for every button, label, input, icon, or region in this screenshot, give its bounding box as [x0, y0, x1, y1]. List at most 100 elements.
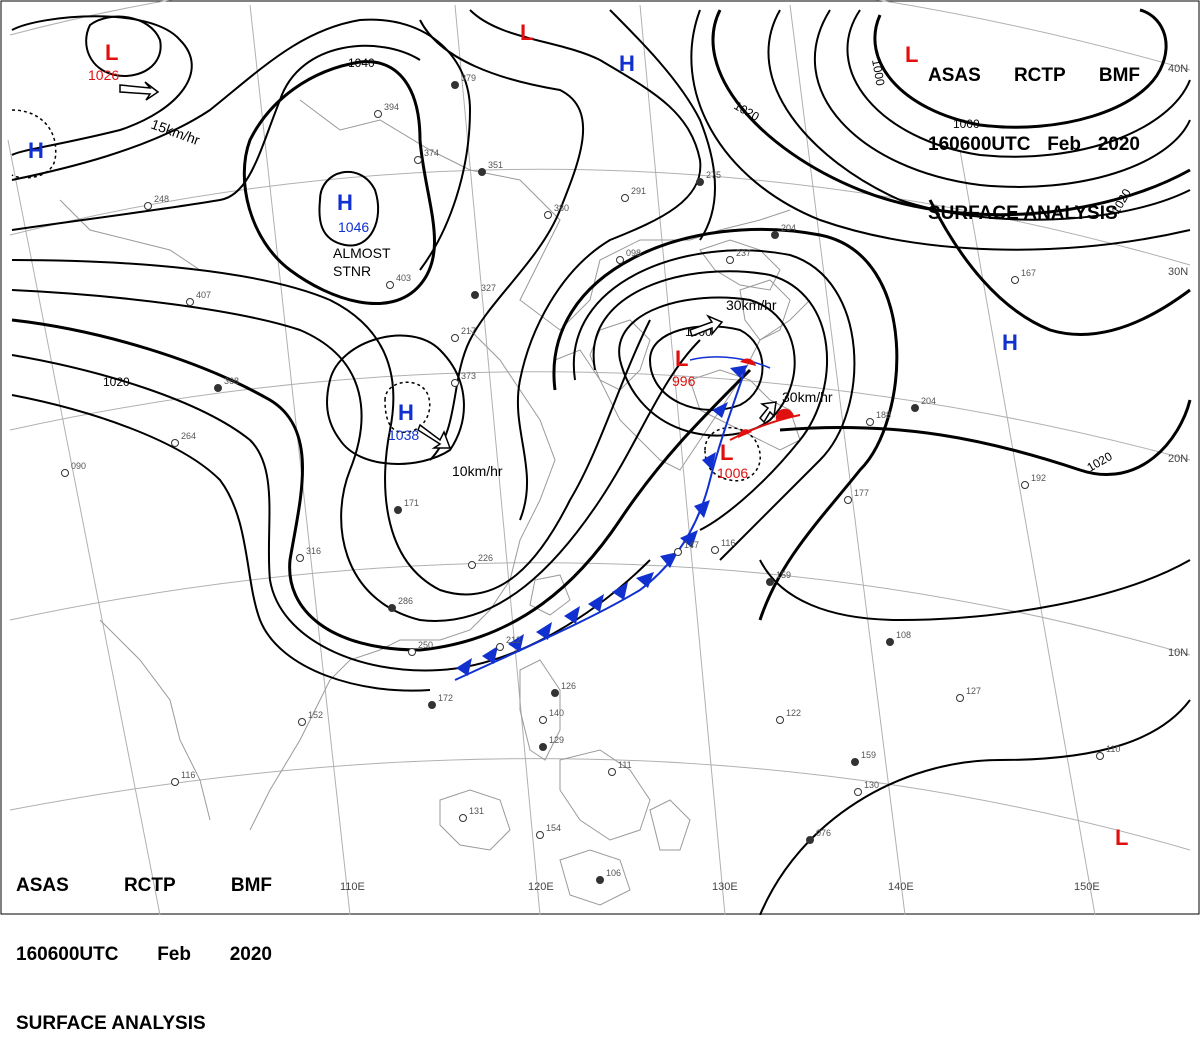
- isobar-label: 1000: [869, 58, 887, 87]
- station-pressure: 212: [506, 635, 521, 645]
- station-circle: [298, 718, 306, 726]
- isobar-1020: [11, 318, 752, 652]
- isobar: [11, 394, 431, 692]
- station-pressure: 108: [896, 630, 911, 640]
- station-circle: [451, 379, 459, 387]
- year: 2020: [229, 944, 272, 965]
- lon-label: 130E: [712, 881, 738, 893]
- isobar-dashed: [384, 381, 431, 433]
- station-pressure: 327: [481, 283, 496, 293]
- station-circle: [844, 496, 852, 504]
- station-circle: [374, 110, 382, 118]
- station-pressure: 394: [384, 102, 399, 112]
- motion-label: 30km/hr: [782, 389, 833, 405]
- station-pressure: 171: [404, 498, 419, 508]
- isobar: [11, 289, 701, 622]
- station-circle: [296, 554, 304, 562]
- station-plots: 379 394 374 351 380 291 275 248 407 368 264 090 171 3…: [61, 73, 1120, 884]
- station-pressure: 130: [864, 780, 879, 790]
- station-pressure: 403: [396, 273, 411, 283]
- warm-front-line: [689, 356, 771, 369]
- station-circle: [551, 689, 559, 697]
- station-pressure: 127: [966, 686, 981, 696]
- low-center-value: 996: [672, 373, 696, 389]
- lon-label: 110E: [340, 881, 365, 893]
- isobar-dashed: [11, 109, 57, 179]
- station-pressure: 159: [861, 750, 876, 760]
- station-circle: [394, 506, 402, 514]
- station-pressure: 351: [488, 160, 503, 170]
- station-pressure: 286: [398, 596, 413, 606]
- high-center-symbol: H: [398, 400, 414, 425]
- isobar: [11, 354, 651, 672]
- isobar: [572, 249, 856, 561]
- isobar-label: 1000: [953, 117, 980, 131]
- lat-label: 30N: [1168, 266, 1188, 278]
- isobar: [609, 9, 716, 241]
- station-circle: [544, 211, 552, 219]
- station-circle: [1011, 276, 1019, 284]
- station-circle: [451, 334, 459, 342]
- station-circle: [726, 256, 734, 264]
- isobar: [846, 9, 1191, 158]
- header-id-row: ASAS RCTP BMF: [928, 64, 1140, 87]
- station-pressure: 217: [461, 326, 476, 336]
- station-circle: [144, 202, 152, 210]
- cold-front-line: [454, 369, 746, 681]
- isobar: [759, 559, 1191, 622]
- station-pressure: 111: [618, 760, 632, 770]
- station-pressure: 126: [561, 681, 576, 691]
- surface-analysis-map: 1040 1020 1020 1020 1020 1000 1000 1000: [0, 0, 1200, 915]
- station-pressure: 116: [181, 770, 195, 780]
- header-time-row: 160600UTC Feb 2020: [16, 943, 272, 966]
- lat-label: 20N: [1168, 453, 1188, 465]
- station-pressure: 154: [546, 823, 561, 833]
- isobar-1020: [779, 399, 1192, 477]
- datetime: 160600UTC: [928, 134, 1031, 155]
- low-center-symbol: L: [720, 440, 733, 465]
- station-pressure: 380: [554, 203, 569, 213]
- station-circle: [471, 291, 479, 299]
- isobar: [813, 9, 1191, 188]
- isobar-label: 1020: [103, 375, 130, 389]
- product-code: BMF: [230, 875, 272, 896]
- station-circle: [886, 638, 894, 646]
- station-circle: [536, 831, 544, 839]
- isobar: [85, 15, 162, 77]
- station-pressure: 147: [684, 540, 699, 550]
- fronts: [454, 356, 801, 681]
- station-circle: [428, 701, 436, 709]
- station-pressure: 159: [776, 570, 791, 580]
- station-pressure: 368: [224, 376, 239, 386]
- station-circle: [806, 836, 814, 844]
- station-circle: [214, 384, 222, 392]
- isobar-1040: [242, 60, 436, 306]
- isobar-label: 1020: [732, 98, 762, 124]
- chart-header-top: ASAS RCTP BMF 160600UTC Feb 2020 SURFACE…: [928, 18, 1140, 248]
- isobar: [11, 18, 472, 271]
- warm-front-line: [729, 414, 801, 441]
- station-circle: [711, 546, 719, 554]
- high-center-symbol: H: [1002, 330, 1018, 355]
- station-pressure: 316: [306, 546, 321, 556]
- header-id-row: ASAS RCTP BMF: [16, 874, 272, 897]
- station-pressure: 407: [196, 290, 211, 300]
- isobar-1000: [873, 8, 1168, 129]
- station-circle: [616, 256, 624, 264]
- isobar: [759, 699, 1191, 915]
- station-pressure: 131: [469, 806, 484, 816]
- station-circle: [866, 418, 874, 426]
- map-frame: [0, 0, 1200, 915]
- station-pressure: 291: [631, 186, 646, 196]
- station-circle: [478, 168, 486, 176]
- isobar-1000: [648, 325, 764, 411]
- low-center-symbol: L: [105, 40, 118, 65]
- station-circle: [414, 156, 422, 164]
- station-circle: [451, 81, 459, 89]
- high-center-symbol: H: [619, 51, 635, 76]
- isobar: [326, 334, 465, 465]
- station-circle: [771, 231, 779, 239]
- station-circle: [61, 469, 69, 477]
- station-pressure: 116: [721, 538, 735, 548]
- station-pressure: 379: [461, 73, 476, 83]
